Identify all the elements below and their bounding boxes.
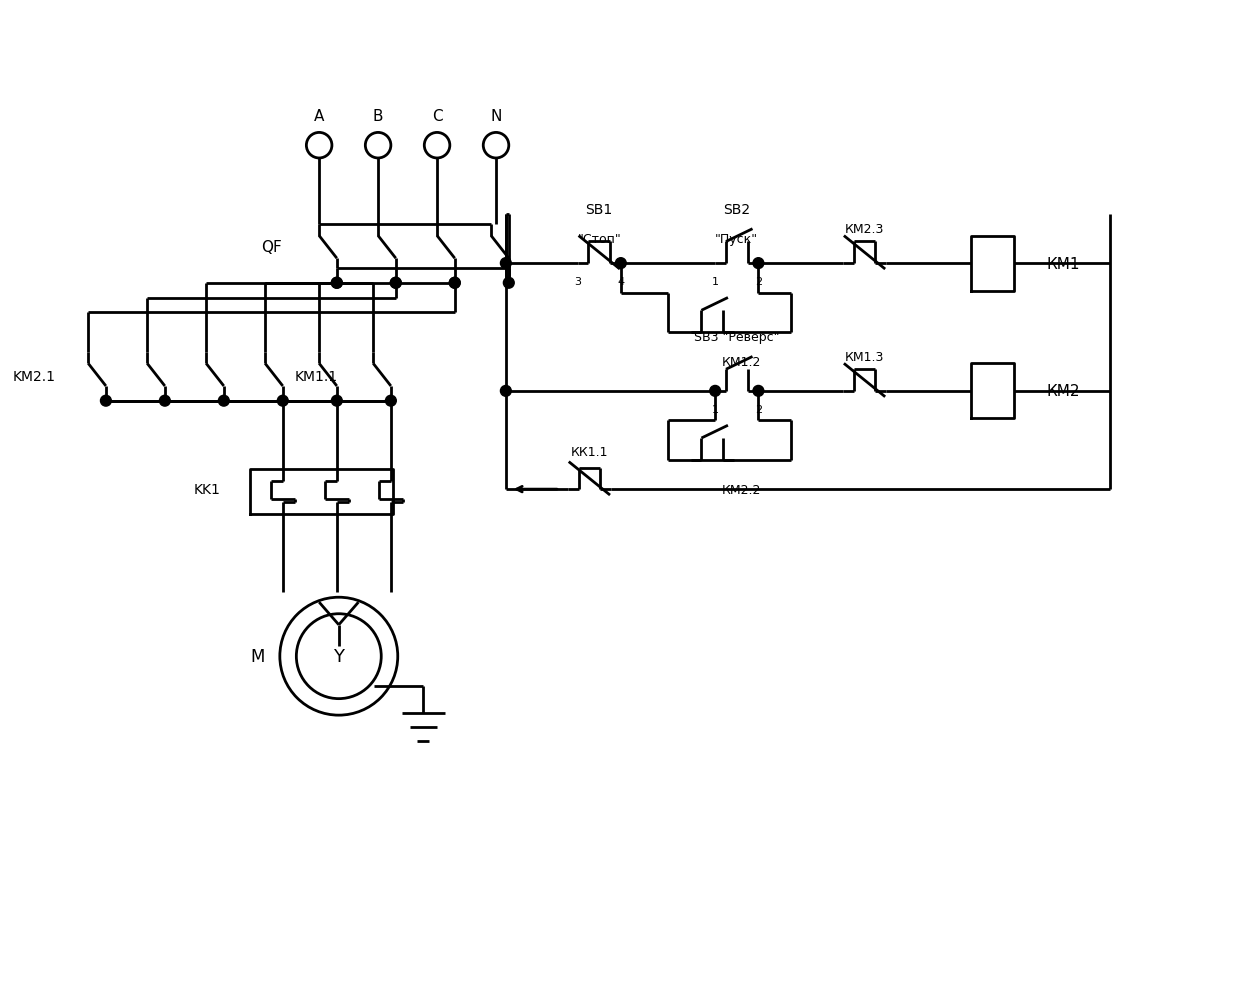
Circle shape xyxy=(390,278,401,289)
Text: QF: QF xyxy=(261,240,281,254)
Circle shape xyxy=(501,258,512,269)
Circle shape xyxy=(501,386,512,397)
Text: KМ1.1: KМ1.1 xyxy=(295,370,338,384)
Text: N: N xyxy=(491,109,502,124)
Text: KМ2.1: KМ2.1 xyxy=(12,370,56,384)
Circle shape xyxy=(160,396,170,407)
Text: M: M xyxy=(250,647,265,666)
Text: 4: 4 xyxy=(617,276,624,286)
Text: 2: 2 xyxy=(755,276,762,286)
Text: SB1: SB1 xyxy=(586,203,613,217)
Circle shape xyxy=(218,396,229,407)
Text: B: B xyxy=(373,109,383,124)
Text: C: C xyxy=(431,109,442,124)
Text: 2: 2 xyxy=(755,405,762,414)
Text: КК1.1: КК1.1 xyxy=(571,446,608,459)
Text: 1: 1 xyxy=(711,276,719,286)
Circle shape xyxy=(753,386,763,397)
Text: КМ2.3: КМ2.3 xyxy=(845,223,885,236)
Text: SB2: SB2 xyxy=(724,203,751,217)
Circle shape xyxy=(331,278,342,289)
Text: 3: 3 xyxy=(574,276,581,286)
Circle shape xyxy=(331,396,342,407)
Circle shape xyxy=(390,278,401,289)
Circle shape xyxy=(100,396,112,407)
Text: KK1: KK1 xyxy=(195,483,221,497)
Circle shape xyxy=(278,396,289,407)
Circle shape xyxy=(385,396,396,407)
Text: КМ1.2: КМ1.2 xyxy=(722,356,762,369)
Text: КМ1.3: КМ1.3 xyxy=(845,351,885,364)
Circle shape xyxy=(450,278,460,289)
Circle shape xyxy=(450,278,460,289)
Text: КМ2: КМ2 xyxy=(1046,384,1080,399)
Circle shape xyxy=(616,258,626,269)
Text: "Пуск": "Пуск" xyxy=(715,233,758,246)
Text: 1: 1 xyxy=(711,405,719,414)
Text: КМ1: КМ1 xyxy=(1046,256,1080,271)
Text: Y: Y xyxy=(333,647,344,666)
Circle shape xyxy=(503,278,514,289)
Text: SB3 "Реверс": SB3 "Реверс" xyxy=(694,331,779,344)
Text: КМ2.2: КМ2.2 xyxy=(722,483,762,496)
Text: "Стоп": "Стоп" xyxy=(577,233,621,246)
Circle shape xyxy=(710,386,721,397)
Circle shape xyxy=(753,258,763,269)
Text: A: A xyxy=(313,109,325,124)
Circle shape xyxy=(331,278,342,289)
